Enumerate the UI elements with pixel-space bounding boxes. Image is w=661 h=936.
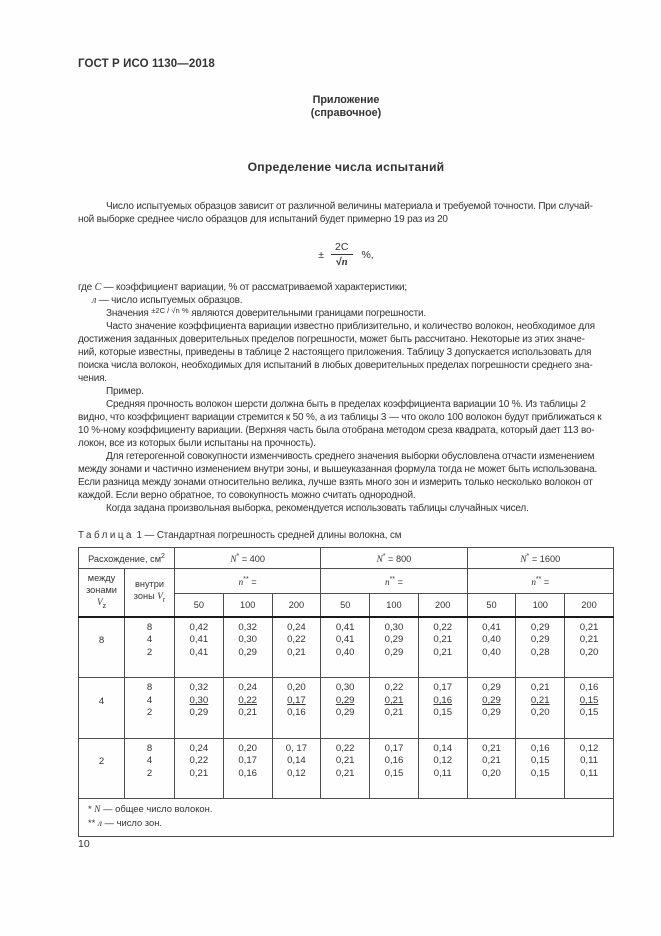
table-cell: n** = xyxy=(466,568,615,595)
table-cell: 100 xyxy=(222,593,273,618)
table-cell: n** = xyxy=(174,568,322,595)
table-cell: внутри зоны Vr xyxy=(123,568,176,618)
data-values: 0,22 0,21 0,21 xyxy=(417,616,468,679)
where-c-text: — коэффициент вариации, % от рассматрива… xyxy=(101,282,408,293)
formula-fraction: 2C √n xyxy=(327,241,356,268)
data-values: 0, 17 0,14 0,12 xyxy=(271,737,322,800)
data-values: 0,22 0,21 0,21 xyxy=(320,737,371,800)
table-caption-word: Таблица xyxy=(78,530,134,541)
appendix-heading: Приложение (справочное) xyxy=(78,94,614,120)
data-values: 0,32 0,30 0,29 xyxy=(174,677,224,739)
formula-denominator: √n xyxy=(330,254,353,268)
data-values: 0,17 0,16 0,15 xyxy=(369,737,419,800)
table-1: Расхождение, см2 N* = 400 N* = 800 N* = 160… xyxy=(77,546,615,838)
data-values: 0,29 0,29 0,28 xyxy=(515,616,566,679)
formula: ±2C √n%, xyxy=(78,241,614,268)
inline-formula: ±2C / √n % xyxy=(151,306,189,315)
table-cell: 200 xyxy=(417,593,468,618)
paragraph-intro: Число испытуемых образцов зависит от раз… xyxy=(78,201,593,225)
data-values: 0,24 0,22 0,21 xyxy=(222,677,273,739)
table-cell: между зонами Vz xyxy=(78,568,125,618)
table-cell: 50 xyxy=(466,593,517,618)
paragraph-example: Средняя прочность волокон шерсти должна … xyxy=(78,399,602,449)
data-values: 0,21 0,21 0,20 xyxy=(515,677,566,739)
data-values: 0,29 0,29 0,29 xyxy=(466,677,517,739)
data-values: 0,14 0,12 0,11 xyxy=(417,737,468,800)
page-content: ГОСТ Р ИСО 1130—2018 Приложение (справочн… xyxy=(77,58,615,838)
table-caption: Таблица 1 — Стандартная погрешность сред… xyxy=(78,530,614,541)
section-title: Определение числа испытаний xyxy=(247,160,445,174)
table-cell: N* = 1600 xyxy=(466,546,615,570)
data-values: 0,20 0,17 0,16 xyxy=(271,677,322,739)
table-cell: 200 xyxy=(271,593,322,618)
data-values: 0,21 0,21 0,20 xyxy=(564,616,614,679)
data-values: 0,41 0,40 0,40 xyxy=(466,616,517,679)
table-cell: 200 xyxy=(564,593,614,618)
paragraph-often: Часто значение коэффициента вариации изв… xyxy=(78,321,595,384)
data-values: 0,21 0,21 0,20 xyxy=(466,737,517,800)
example-label: Пример. xyxy=(106,386,144,397)
values-line: Значения ±2C / √n % являются доверительн… xyxy=(78,306,614,320)
paragraph-random-sample: Когда задана произвольная выборка, реком… xyxy=(106,503,529,514)
radical-sign: √ xyxy=(335,256,342,268)
table-cell: Расхождение, см2 xyxy=(77,546,176,570)
vz-value: 8 xyxy=(78,616,125,679)
table-cell: 100 xyxy=(369,593,419,618)
formula-sign: ± xyxy=(318,248,325,261)
data-values: 0,32 0,30 0,29 xyxy=(222,616,273,679)
page-number: 10 xyxy=(78,838,90,850)
table-caption-rest: 1 — Стандартная погрешность средней длин… xyxy=(133,530,402,541)
table-cell: N* = 400 xyxy=(174,546,322,570)
values-post: являются доверительными границами погреш… xyxy=(188,308,426,319)
data-values: 0,24 0,22 0,21 xyxy=(271,616,322,679)
formula-suffix: %, xyxy=(361,248,374,261)
data-values: 0,12 0,11 0,11 xyxy=(564,737,614,800)
data-values: 0,22 0,21 0,21 xyxy=(369,677,419,739)
table-footnotes: * N — общее число волокон. ** л — число з… xyxy=(78,798,614,838)
data-values: 0,41 0,41 0,40 xyxy=(320,616,371,679)
data-values: 0,42 0,41 0,41 xyxy=(174,616,224,679)
var-c: С xyxy=(94,282,102,293)
data-values: 0,16 0,15 0,15 xyxy=(564,677,614,739)
table-cell: n** = xyxy=(320,568,468,595)
where-n-line: л — число испытуемых образцов. xyxy=(78,294,614,307)
appendix-kind: (справочное) xyxy=(310,107,382,119)
where-pre: где xyxy=(78,282,95,293)
formula-numerator: 2C xyxy=(335,241,349,253)
table-cell: 100 xyxy=(515,593,566,618)
table-cell: 50 xyxy=(320,593,371,618)
data-values: 0,20 0,17 0,16 xyxy=(222,737,273,800)
vz-value: 2 xyxy=(78,737,125,800)
data-values: 0,16 0,15 0,15 xyxy=(515,737,566,800)
data-values: 0,17 0,16 0,15 xyxy=(417,677,468,739)
paragraph-heterogeneous: Для гетерогенной совокупности изменчивос… xyxy=(78,451,598,501)
table-cell: 50 xyxy=(174,593,224,618)
where-n-text: — число испытуемых образцов. xyxy=(96,295,243,306)
table-cell: N* = 800 xyxy=(320,546,468,570)
data-values: 0,30 0,29 0,29 xyxy=(369,616,419,679)
where-c-line: где С — коэффициент вариации, % от рассм… xyxy=(78,281,614,294)
var-n: л xyxy=(92,295,97,306)
appendix-label: Приложение xyxy=(312,94,380,106)
values-pre: Значения xyxy=(106,308,152,319)
data-values: 0,30 0,29 0,29 xyxy=(320,677,371,739)
data-values: 0,24 0,22 0,21 xyxy=(174,737,224,800)
formula-n: n xyxy=(341,257,348,268)
vz-value: 4 xyxy=(78,677,125,739)
doc-number: ГОСТ Р ИСО 1130—2018 xyxy=(78,58,215,70)
